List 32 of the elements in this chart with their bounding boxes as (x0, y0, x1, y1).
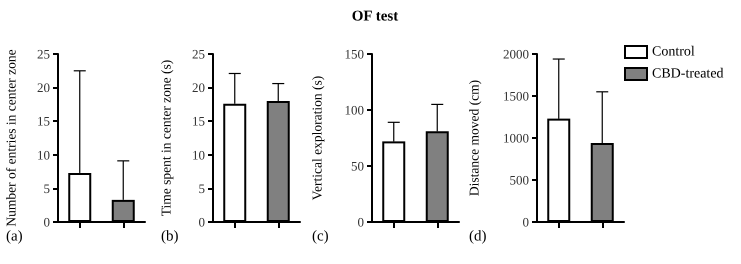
y-tick-label: 15 (37, 114, 50, 129)
y-tick-label: 2000 (503, 46, 529, 62)
y-tick-label: 0 (358, 214, 364, 230)
legend-label: CBD-treated (652, 66, 724, 82)
text: (b) (161, 228, 178, 244)
y-tick-label: 10 (192, 147, 205, 162)
y-tick-label: 20 (37, 80, 50, 96)
y-tick-label: 25 (37, 46, 50, 62)
y-tick-label: 15 (192, 114, 205, 129)
legend-label: Control (652, 44, 695, 60)
y-tick-label: 150 (344, 46, 364, 62)
y-tick-label: 50 (351, 158, 364, 174)
y-tick-label: 0 (198, 214, 205, 230)
y-tick-label: 5 (44, 180, 50, 196)
y-tick-label: 25 (192, 46, 205, 62)
y-tick-label: 1500 (503, 88, 529, 104)
y-tick-label: 500 (510, 172, 529, 188)
y-tick-label: 20 (192, 80, 205, 96)
y-axis-title: Vertical exploration (s) (310, 76, 324, 200)
y-tick-label: 1000 (503, 130, 529, 146)
y-axis-title: Time spent in center zone (s) (158, 60, 174, 216)
y-axis-title: Number of entries in center zone (4, 49, 18, 227)
y-tick-label: 5 (198, 180, 205, 196)
text: (c) (312, 228, 329, 244)
y-tick-label: 10 (37, 147, 50, 162)
text: (d) (469, 228, 486, 244)
text: (a) (6, 228, 23, 244)
y-tick-label: 0 (522, 214, 529, 230)
y-tick-label: 100 (344, 102, 364, 118)
y-axis-title: Distance moved (cm) (466, 80, 482, 196)
y-tick-label: 0 (44, 214, 50, 230)
chart-title: OF test (352, 8, 398, 24)
